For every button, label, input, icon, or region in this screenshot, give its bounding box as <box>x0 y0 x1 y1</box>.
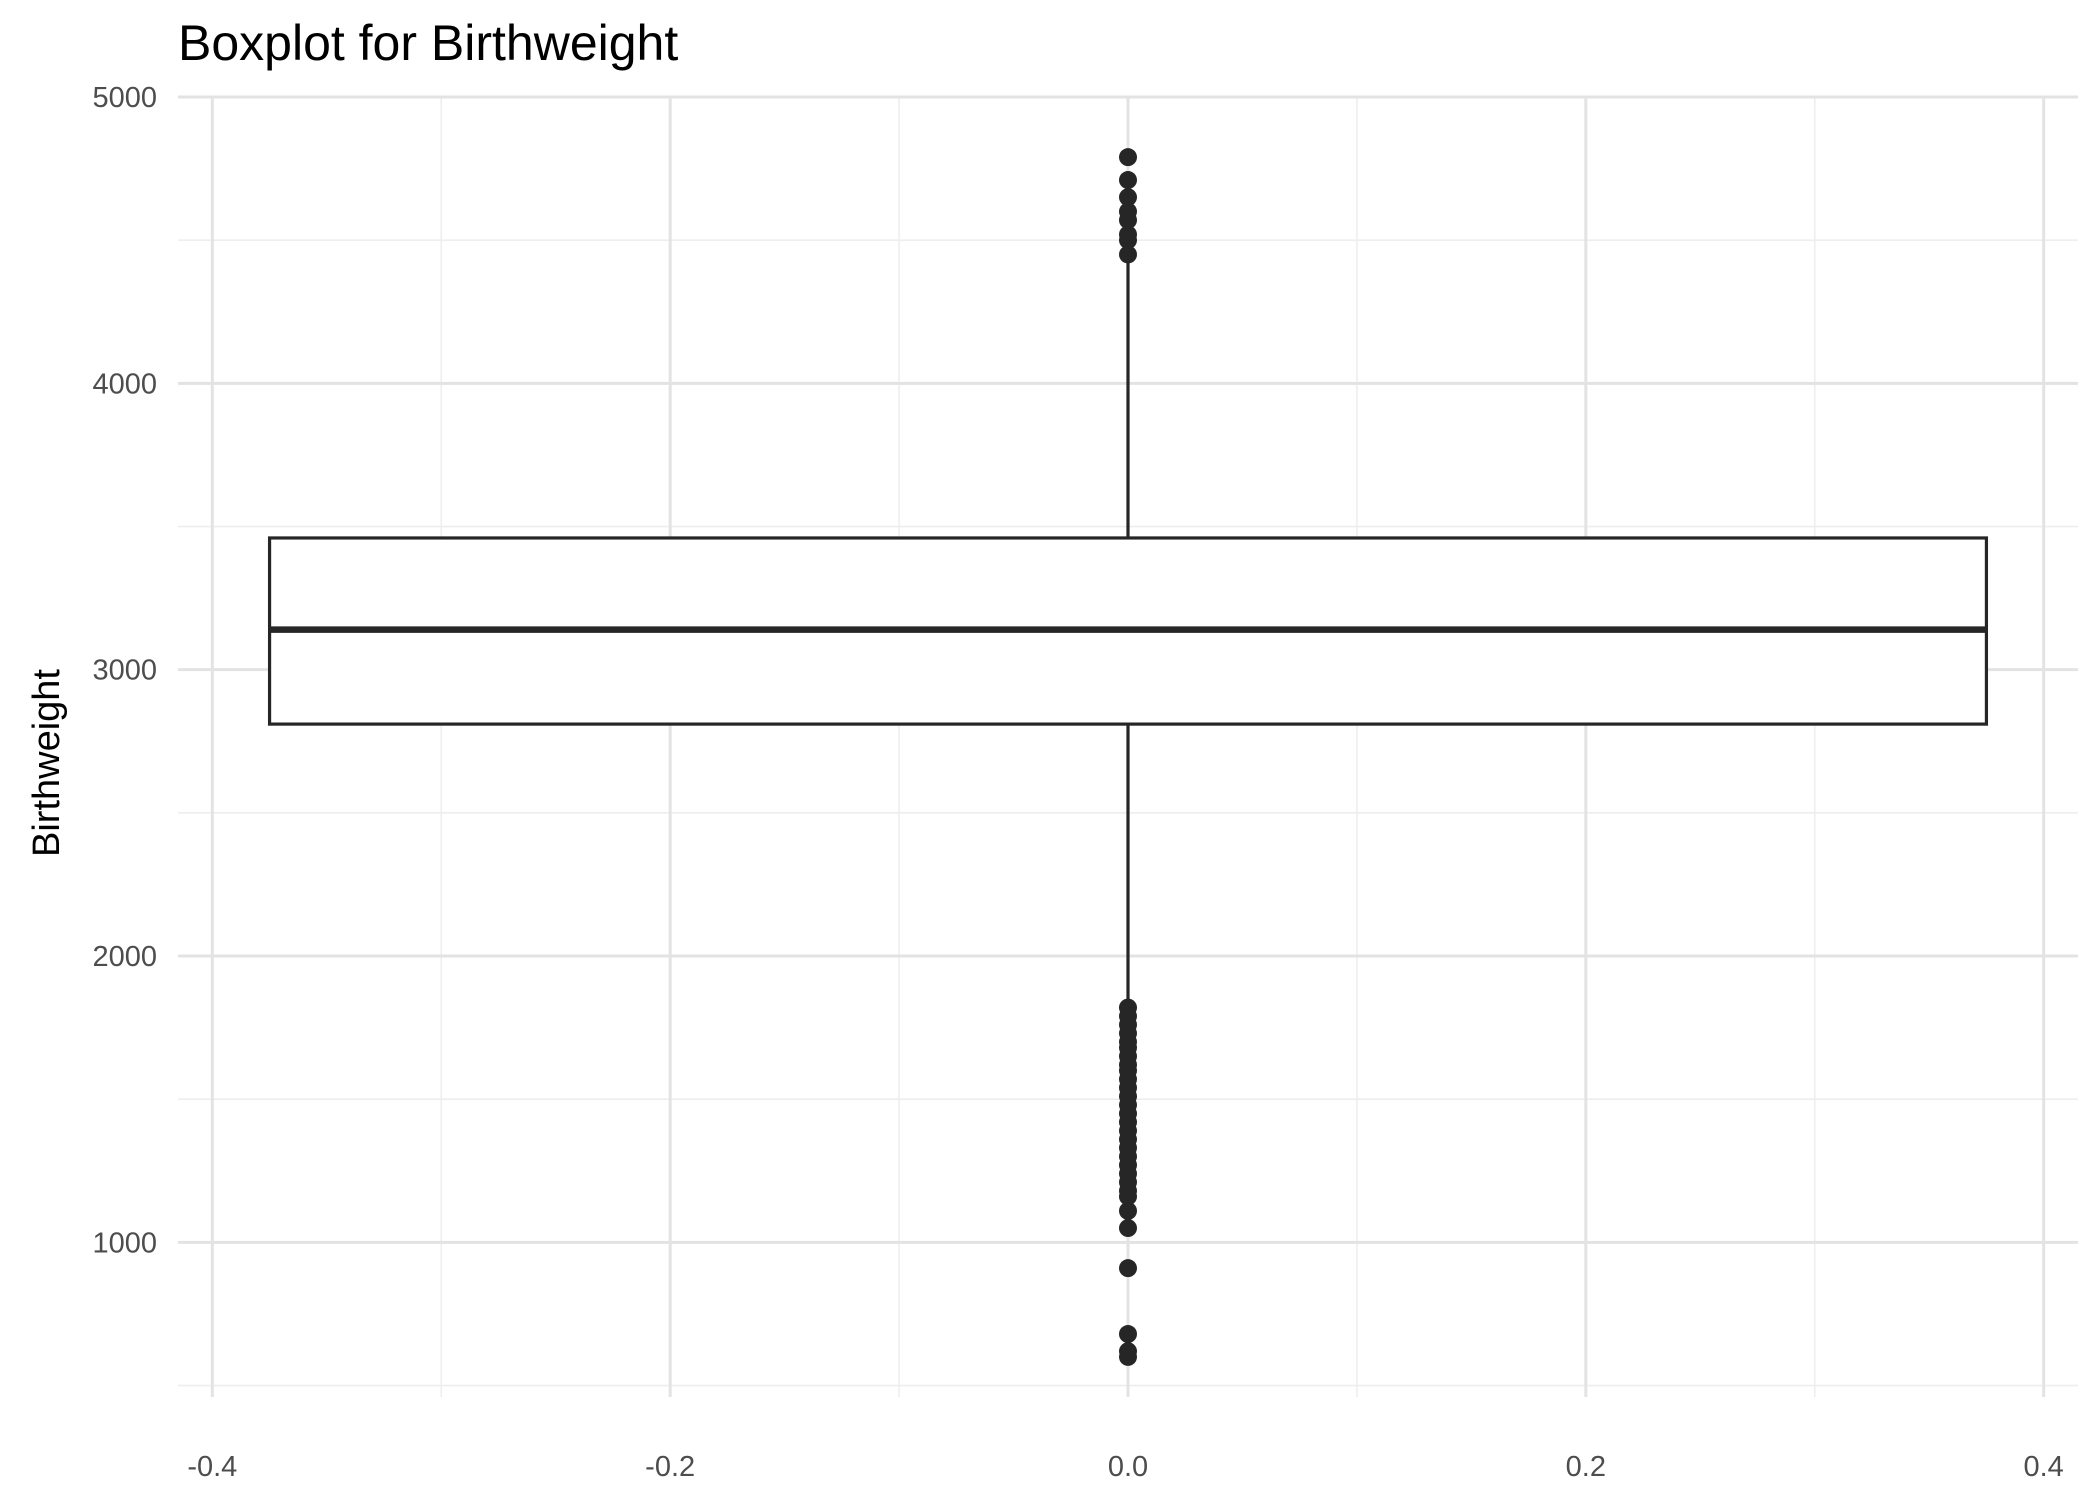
y-tick-label: 5000 <box>92 82 157 114</box>
outlier-point <box>1119 231 1137 250</box>
x-tick-label: 0.4 <box>2023 1451 2063 1483</box>
outlier-point <box>1119 211 1137 230</box>
outlier-point <box>1119 1187 1137 1206</box>
outlier-points <box>1119 148 1137 1366</box>
outlier-point <box>1119 1347 1137 1366</box>
chart-title: Boxplot for Birthweight <box>178 15 678 71</box>
x-tick-label: -0.2 <box>645 1451 695 1483</box>
outlier-point <box>1119 148 1137 167</box>
y-tick-label: 1000 <box>92 1227 157 1259</box>
x-axis-tick-labels: -0.4 -0.2 0.0 0.2 0.4 <box>187 1451 2063 1483</box>
outlier-point <box>1119 1259 1137 1278</box>
x-tick-label: 0.2 <box>1566 1451 1606 1483</box>
boxplot <box>267 254 1989 1008</box>
outlier-point <box>1119 1325 1137 1344</box>
x-tick-label: -0.4 <box>187 1451 237 1483</box>
outlier-point <box>1119 188 1137 207</box>
outlier-point <box>1119 1201 1137 1220</box>
y-axis-title: Birthweight <box>26 669 68 857</box>
outlier-point <box>1119 1219 1137 1238</box>
outlier-point <box>1119 171 1137 190</box>
y-tick-label: 4000 <box>92 368 157 400</box>
y-tick-label: 2000 <box>92 941 157 973</box>
x-tick-label: 0.0 <box>1108 1451 1148 1483</box>
y-tick-label: 3000 <box>92 655 157 687</box>
y-axis-tick-labels: 1000 2000 3000 4000 5000 <box>92 82 157 1259</box>
outlier-point <box>1119 245 1137 264</box>
